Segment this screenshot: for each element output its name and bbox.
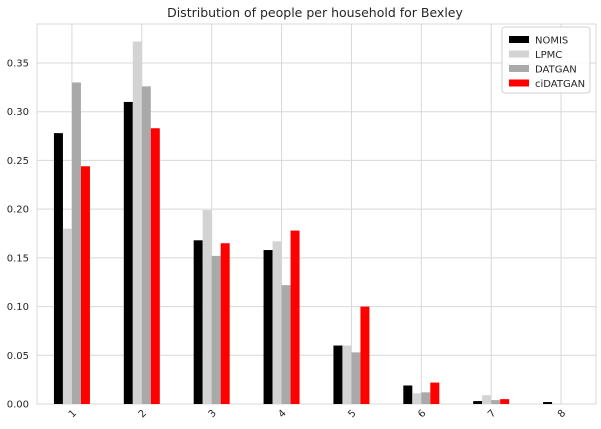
plot-frame xyxy=(36,23,597,405)
legend-label-DATGAN: DATGAN xyxy=(535,65,577,76)
bar-ciDATGAN-2 xyxy=(150,128,160,404)
chart-title: Distribution of people per household for… xyxy=(167,5,463,20)
bar-NOMIS-7 xyxy=(473,401,483,404)
legend-label-NOMIS: NOMIS xyxy=(535,36,568,47)
y-tick-labels: 0.00 0.05 0.10 0.15 0.20 0.25 0.30 0.35 xyxy=(7,58,29,410)
bars xyxy=(53,41,553,405)
bar-ciDATGAN-1 xyxy=(80,166,90,404)
y-tick-label: 0.35 xyxy=(7,58,29,69)
bar-DATGAN-6 xyxy=(421,392,431,404)
bar-DATGAN-7 xyxy=(491,400,501,404)
bar-LPMC-5 xyxy=(342,345,352,404)
bar-ciDATGAN-6 xyxy=(430,382,440,404)
bar-NOMIS-6 xyxy=(403,385,413,404)
bar-ciDATGAN-7 xyxy=(500,399,510,404)
bar-LPMC-4 xyxy=(272,241,282,404)
y-tick-label: 0.15 xyxy=(7,253,29,264)
legend-swatch-LPMC xyxy=(509,50,529,58)
y-tick-label: 0.00 xyxy=(7,400,29,411)
bar-DATGAN-3 xyxy=(211,255,221,404)
y-tick-label: 0.25 xyxy=(7,156,29,167)
bar-DATGAN-5 xyxy=(351,352,361,404)
y-tick-label: 0.10 xyxy=(7,302,29,313)
legend-box xyxy=(501,26,591,94)
bar-LPMC-3 xyxy=(202,210,212,404)
bar-ciDATGAN-3 xyxy=(220,243,230,404)
legend-label-LPMC: LPMC xyxy=(535,50,562,61)
y-tick-label: 0.05 xyxy=(7,351,29,362)
bar-NOMIS-1 xyxy=(53,133,63,404)
legend: NOMIS LPMC DATGAN ciDATGAN xyxy=(501,26,591,94)
bar-ciDATGAN-4 xyxy=(290,230,300,404)
bar-DATGAN-2 xyxy=(141,86,151,404)
bar-DATGAN-1 xyxy=(71,82,81,404)
bar-LPMC-6 xyxy=(412,393,422,404)
bar-ciDATGAN-5 xyxy=(360,306,370,404)
legend-swatch-ciDATGAN xyxy=(509,79,529,87)
bar-NOMIS-5 xyxy=(333,345,343,404)
bar-DATGAN-4 xyxy=(281,285,291,404)
bar-NOMIS-2 xyxy=(123,101,133,404)
y-tick-label: 0.30 xyxy=(7,107,29,118)
legend-label-ciDATGAN: ciDATGAN xyxy=(535,79,585,90)
bar-LPMC-7 xyxy=(482,395,492,404)
legend-swatch-NOMIS xyxy=(509,36,529,43)
bar-LPMC-2 xyxy=(132,41,142,405)
y-tick-label: 0.20 xyxy=(7,205,29,216)
legend-swatch-DATGAN xyxy=(509,65,529,72)
bar-NOMIS-4 xyxy=(263,250,273,404)
bar-NOMIS-8 xyxy=(543,402,553,404)
bar-LPMC-1 xyxy=(62,228,72,404)
bar-NOMIS-3 xyxy=(193,240,203,404)
